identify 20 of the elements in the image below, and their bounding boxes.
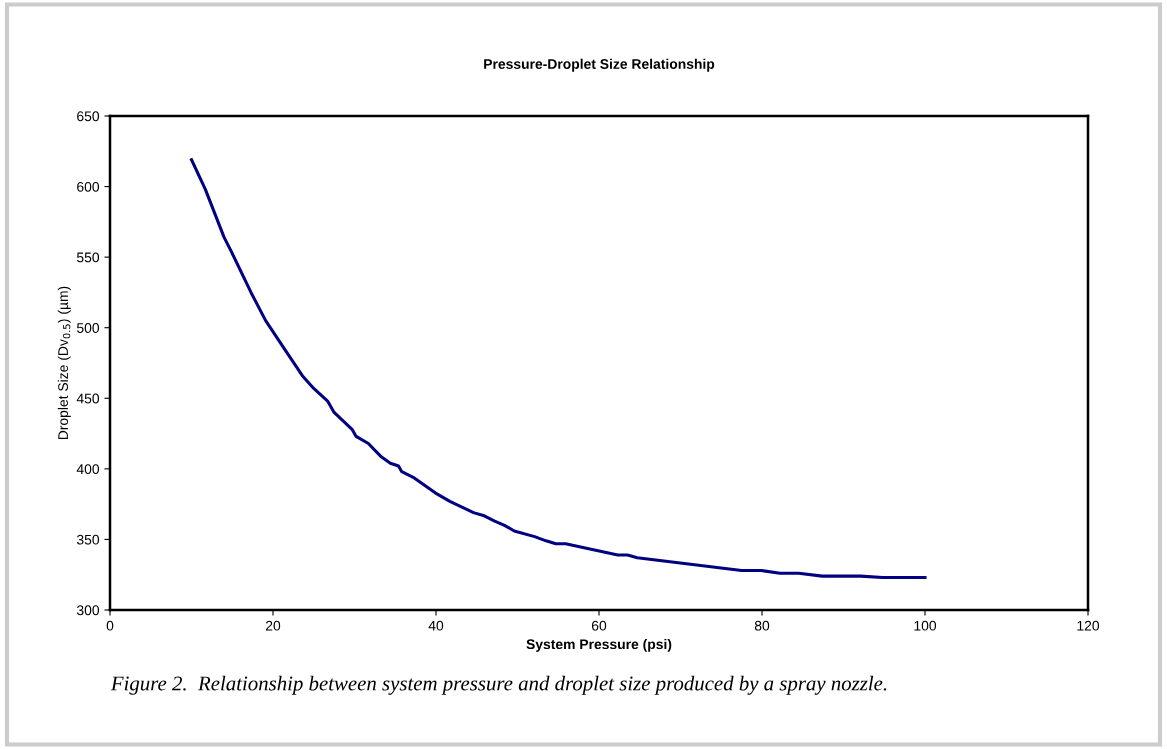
chart-title: Pressure-Droplet Size Relationship — [484, 58, 715, 72]
y-tick-label: 650 — [77, 111, 100, 122]
x-tick-label: 80 — [754, 620, 770, 631]
y-tick-label: 400 — [76, 464, 100, 475]
x-axis-title: System Pressure (psi) — [526, 638, 672, 652]
y-tick-label: 450 — [76, 393, 100, 404]
y-tick-label: 500 — [76, 323, 100, 333]
x-tick-label: 100 — [914, 620, 937, 631]
y-tick-label: 300 — [76, 605, 100, 616]
line-series — [189, 158, 927, 580]
x-tick-label: 20 — [265, 620, 281, 631]
y-tick-label: 350 — [76, 534, 100, 545]
y-tick-label: 550 — [76, 252, 100, 263]
x-tick-label: 0 — [106, 620, 114, 631]
x-tick-label: 120 — [1077, 620, 1100, 631]
y-tick-label: 600 — [77, 181, 100, 192]
y-axis-title: Droplet Size (Dv$_{0.5}$) (µm) — [57, 286, 71, 440]
x-tick-label: 40 — [428, 620, 444, 631]
x-tick-label: 60 — [591, 620, 607, 631]
caption: Figure 2. Relationship between system pressure and droplet size produced by a spray nozzle. — [110, 675, 887, 695]
